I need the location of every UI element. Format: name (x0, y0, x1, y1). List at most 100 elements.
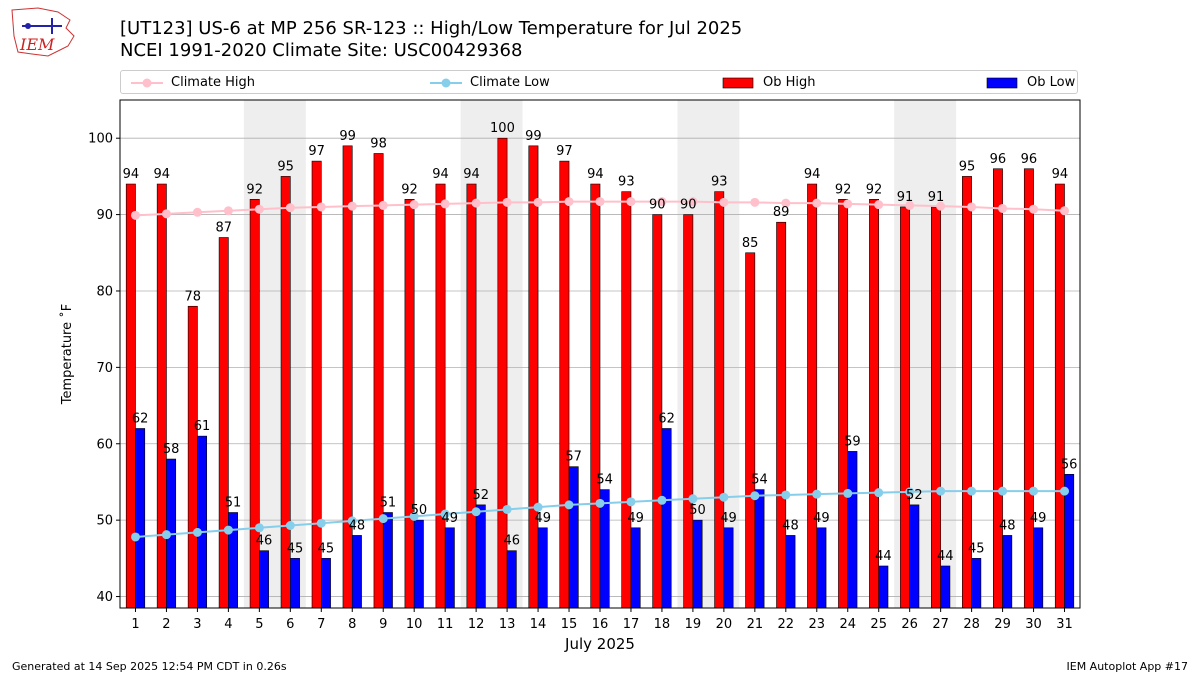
climate-low-point-31 (1060, 486, 1070, 496)
climate-low-point-8 (347, 516, 357, 526)
iem-logo: IEM (11, 7, 75, 57)
bar-value-labels: 94 62 94 58 78 61 87 51 92 46 95 45 97 45 99 48 98 51 92 50… (123, 121, 1078, 564)
climate-low-point-27 (936, 486, 946, 496)
y-tick-label-90: 90 (96, 208, 113, 223)
climate-low-point-29 (998, 486, 1008, 496)
climate-low-point-30 (1029, 486, 1039, 496)
x-tick-label-6: 6 (286, 617, 294, 632)
ob-low-bar-21 (754, 489, 765, 609)
ob-low-bar-6 (290, 558, 300, 609)
ob-low-bar-17 (630, 527, 641, 609)
ob-low-bar-14 (537, 527, 548, 609)
climate-low-point-1 (130, 532, 140, 542)
climate-low-point-14 (533, 502, 543, 512)
climate-low-point-23 (812, 489, 822, 499)
x-axis-ticks: 1 2 3 4 5 6 7 8 9 10 11 12 13 14 15 16 17 18 19 20 21 22 23 24 2… (131, 608, 1073, 632)
ob-high-bar-24 (838, 199, 849, 609)
climate-high-point-27 (936, 201, 946, 211)
ob-low-label-4: 51 (225, 496, 242, 511)
ob-high-label-18: 90 (649, 198, 666, 213)
ob-low-bar-11 (444, 527, 455, 609)
ob-low-bar-12 (475, 504, 486, 609)
climate-low-point-12 (471, 507, 481, 517)
ob-low-label-11: 49 (442, 511, 459, 526)
climate-low-point-18 (657, 495, 667, 505)
ob-low-label-3: 61 (194, 419, 211, 434)
ob-high-bar-12 (466, 183, 477, 609)
ob-high-bar-26 (900, 206, 910, 609)
climate-high-point-5 (254, 204, 264, 214)
climate-low-point-15 (564, 500, 574, 510)
x-tick-label-30: 30 (1025, 617, 1042, 632)
ob-high-bar-11 (435, 183, 446, 609)
ob-high-bar-19 (683, 214, 694, 609)
x-tick-label-9: 9 (379, 617, 387, 632)
ob-low-bar-18 (661, 428, 672, 609)
ob-high-label-29: 96 (990, 152, 1007, 167)
ob-low-bar-26 (909, 504, 920, 609)
climate-high-point-16 (595, 197, 605, 207)
ob-high-bar-29 (992, 168, 1003, 609)
climate-low-point-22 (781, 490, 791, 500)
x-axis-label: July 2025 (564, 635, 635, 653)
legend-ob-high-label: Ob High (763, 75, 816, 90)
ob-high-label-17: 93 (618, 175, 635, 190)
climate-low-point-9 (378, 514, 388, 524)
ob-low-label-24: 59 (844, 434, 861, 449)
climate-low-point-19 (688, 494, 698, 504)
ob-low-bar-27 (940, 565, 951, 609)
ob-low-bar-29 (1002, 535, 1013, 609)
climate-high-point-21 (750, 197, 760, 207)
x-tick-label-27: 27 (932, 617, 949, 632)
x-tick-label-16: 16 (592, 617, 609, 632)
climate-high-point-24 (843, 199, 853, 209)
x-tick-label-5: 5 (255, 617, 263, 632)
ob-low-label-16: 54 (596, 473, 613, 488)
ob-high-bar-9 (373, 153, 384, 609)
x-tick-label-20: 20 (716, 617, 733, 632)
x-tick-label-17: 17 (623, 617, 640, 632)
ob-low-label-8: 48 (349, 518, 366, 533)
climate-high-point-4 (223, 206, 233, 216)
ob-high-bar-2 (156, 183, 167, 609)
climate-high-point-25 (874, 200, 884, 210)
ob-low-label-9: 51 (380, 496, 397, 511)
x-tick-label-12: 12 (468, 617, 485, 632)
x-tick-label-10: 10 (406, 617, 423, 632)
legend: Climate High Climate Low Ob High Ob Low (120, 70, 1078, 94)
climate-high-point-31 (1060, 206, 1070, 216)
ob-low-bar-8 (351, 535, 362, 609)
climate-high-point-28 (967, 202, 977, 212)
ob-low-label-12: 52 (473, 488, 490, 503)
ob-high-label-16: 94 (587, 167, 604, 182)
ob-low-bar-1 (135, 428, 146, 609)
x-tick-label-22: 22 (778, 617, 795, 632)
climate-low-point-3 (192, 527, 202, 537)
ob-high-bar-22 (776, 221, 787, 609)
x-tick-label-26: 26 (901, 617, 918, 632)
ob-low-label-6: 45 (287, 541, 304, 556)
ob-high-label-12: 94 (463, 167, 480, 182)
climate-high-point-2 (161, 209, 171, 219)
climate-high-point-15 (564, 197, 574, 207)
ob-low-bar-3 (197, 435, 208, 609)
x-tick-label-4: 4 (224, 617, 232, 632)
climate-low-point-7 (316, 518, 326, 528)
ob-high-label-4: 87 (215, 221, 232, 236)
x-tick-label-3: 3 (193, 617, 201, 632)
ob-high-label-24: 92 (835, 182, 852, 197)
climate-low-point-21 (750, 491, 760, 501)
ob-low-label-19: 50 (689, 503, 706, 518)
ob-low-bar-5 (259, 550, 269, 609)
ob-high-label-21: 85 (742, 236, 759, 251)
y-tick-label-100: 100 (88, 132, 113, 147)
climate-low-point-17 (626, 497, 636, 507)
ob-high-bar-3 (187, 305, 198, 609)
ob-low-label-18: 62 (658, 411, 675, 426)
y-tick-label-80: 80 (96, 284, 113, 299)
ob-low-label-13: 46 (503, 534, 520, 549)
ob-low-label-7: 45 (318, 541, 335, 556)
ob-low-label-31: 56 (1061, 457, 1078, 472)
ob-low-label-28: 45 (968, 541, 985, 556)
ob-high-label-2: 94 (154, 167, 171, 182)
